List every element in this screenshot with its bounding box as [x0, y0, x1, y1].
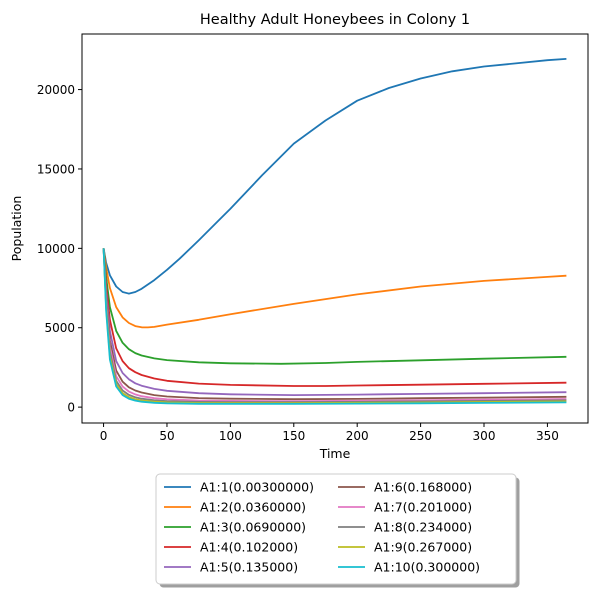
chart-title: Healthy Adult Honeybees in Colony 1	[200, 12, 470, 28]
y-tick-label: 5000	[44, 321, 75, 335]
x-tick-label: 0	[100, 429, 108, 443]
legend-label: A1:9(0.267000)	[374, 540, 472, 555]
series-line-5	[102, 248, 567, 397]
x-tick-label: 300	[473, 429, 496, 443]
y-tick-label: 10000	[37, 242, 75, 256]
legend-label: A1:1(0.00300000)	[200, 480, 314, 495]
x-tick-label: 50	[159, 429, 174, 443]
legend-label: A1:6(0.168000)	[374, 480, 472, 495]
legend-label: A1:7(0.201000)	[374, 500, 472, 515]
series-line-4	[102, 248, 567, 387]
series-line-2	[102, 248, 567, 329]
legend-label: A1:5(0.135000)	[200, 560, 298, 575]
series-line-3	[102, 248, 567, 365]
plot-frame	[81, 33, 589, 424]
series-line-8	[102, 248, 567, 404]
legend-label: A1:10(0.300000)	[374, 560, 480, 575]
y-tick-label: 20000	[37, 83, 75, 97]
legend-items: A1:1(0.00300000) A1:2(0.0360000) A1:3(0.06…	[164, 480, 480, 575]
y-tick-label: 15000	[37, 162, 75, 176]
x-tick-label: 100	[219, 429, 242, 443]
x-axis-ticks: 0 50 100 150 200 250 300 350	[100, 423, 559, 443]
legend-box	[155, 473, 517, 585]
series-line-9	[102, 248, 567, 405]
legend-label: A1:2(0.0360000)	[200, 500, 306, 515]
y-axis-ticks: 0 5000 10000 15000 20000	[37, 83, 82, 415]
series-line-10	[102, 248, 567, 405]
x-tick-label: 250	[409, 429, 432, 443]
series-line-7	[102, 248, 567, 403]
series-line-1	[102, 58, 567, 295]
plot-area	[81, 33, 589, 424]
x-tick-label: 150	[282, 429, 305, 443]
series-layer	[102, 58, 567, 405]
legend-label: A1:4(0.102000)	[200, 540, 298, 555]
x-tick-label: 350	[536, 429, 559, 443]
y-tick-label: 0	[67, 401, 75, 415]
x-tick-label: 200	[346, 429, 369, 443]
series-line-6	[102, 248, 567, 401]
y-axis-label: Population	[9, 196, 24, 262]
x-axis-label: Time	[319, 446, 351, 461]
legend-label: A1:3(0.0690000)	[200, 520, 306, 535]
legend: A1:1(0.00300000) A1:2(0.0360000) A1:3(0.06…	[155, 473, 520, 588]
legend-label: A1:8(0.234000)	[374, 520, 472, 535]
